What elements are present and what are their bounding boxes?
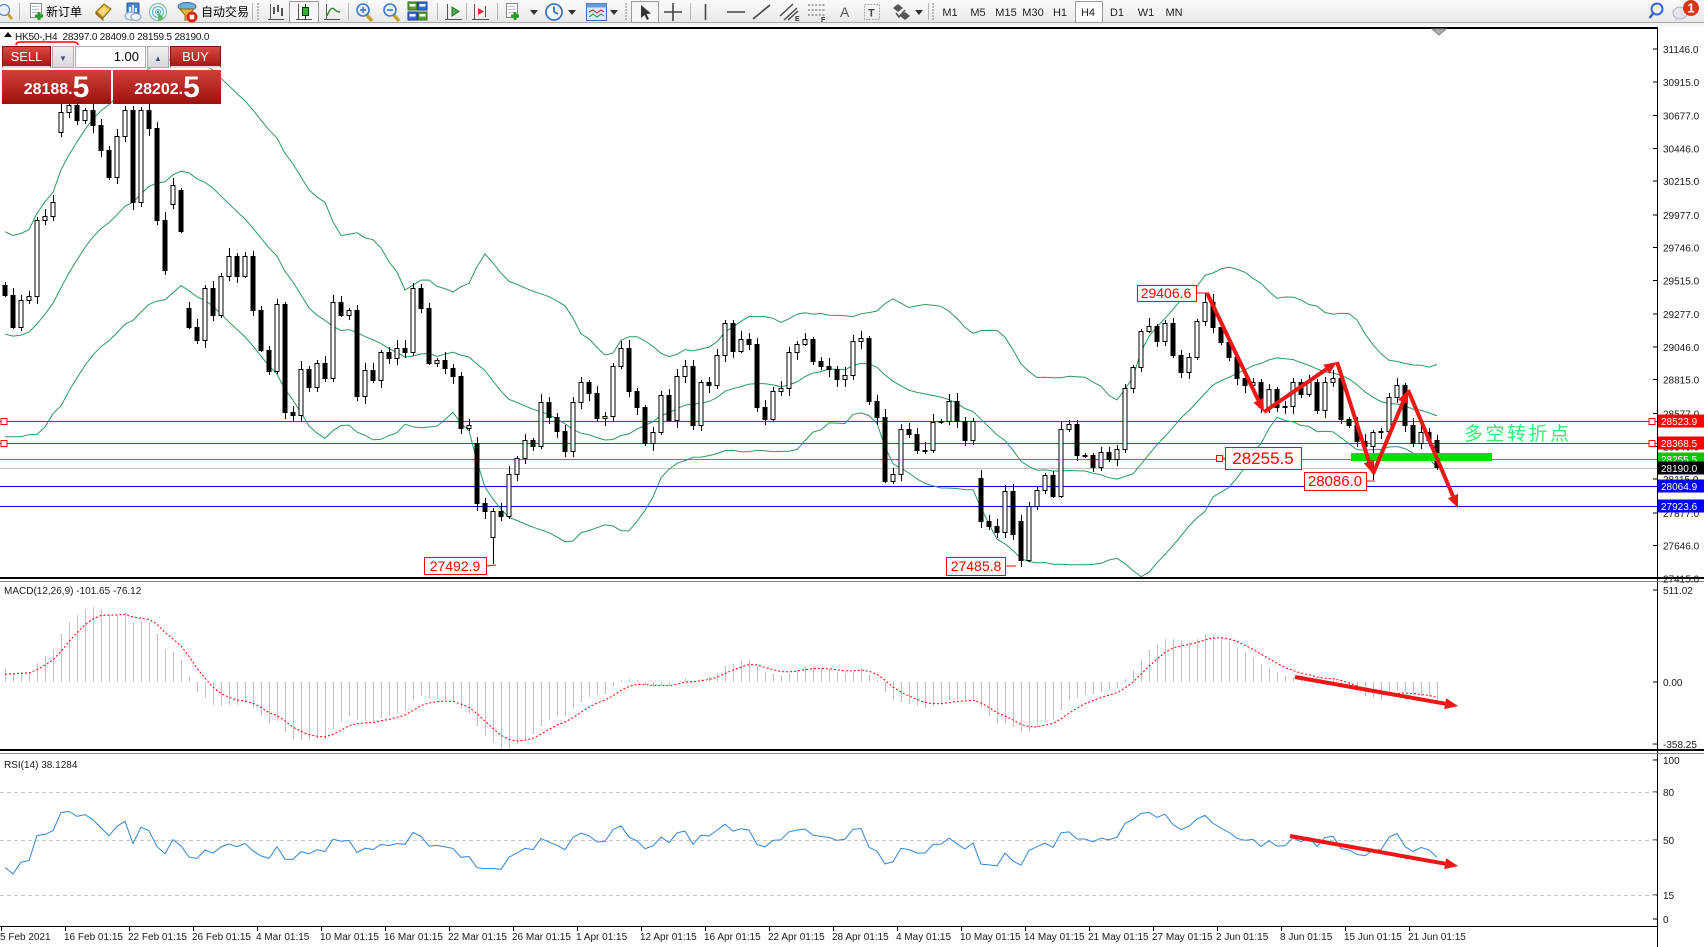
svg-text:50: 50: [1663, 836, 1675, 847]
svg-text:1: 1: [1687, 1, 1694, 16]
svg-text:T: T: [868, 8, 875, 20]
svg-text:16 Apr 01:15: 16 Apr 01:15: [704, 932, 761, 943]
svg-text:22 Mar 01:15: 22 Mar 01:15: [448, 932, 507, 943]
svg-text:29046.0: 29046.0: [1663, 343, 1700, 354]
svg-text:0: 0: [1663, 915, 1669, 926]
svg-text:10 Mar 01:15: 10 Mar 01:15: [320, 932, 379, 943]
svg-text:12 Apr 01:15: 12 Apr 01:15: [640, 932, 697, 943]
svg-text:28064.9: 28064.9: [1661, 482, 1698, 493]
svg-text:28815.0: 28815.0: [1663, 376, 1700, 387]
svg-text:H1: H1: [1053, 7, 1067, 19]
svg-text:28190.0: 28190.0: [1661, 464, 1698, 475]
svg-text:4 May 01:15: 4 May 01:15: [896, 932, 951, 943]
svg-text:27415.0: 27415.0: [1663, 574, 1700, 585]
svg-text:21 Jun 01:15: 21 Jun 01:15: [1408, 932, 1466, 943]
svg-text:21 May 01:15: 21 May 01:15: [1088, 932, 1149, 943]
svg-text:29977.0: 29977.0: [1663, 211, 1700, 222]
svg-text:RSI(14) 38.1284: RSI(14) 38.1284: [4, 760, 78, 771]
svg-text:28255.5: 28255.5: [1661, 455, 1698, 466]
svg-text:29406.6: 29406.6: [1141, 285, 1192, 301]
svg-text:30446.0: 30446.0: [1663, 144, 1700, 155]
svg-text:5 Feb 2021: 5 Feb 2021: [0, 932, 51, 943]
svg-text:26 Mar 01:15: 26 Mar 01:15: [512, 932, 571, 943]
svg-text:26 Feb 01:15: 26 Feb 01:15: [192, 932, 251, 943]
svg-text:新订单: 新订单: [46, 4, 82, 19]
svg-text:D1: D1: [1110, 7, 1124, 19]
svg-text:16 Mar 01:15: 16 Mar 01:15: [384, 932, 443, 943]
svg-text:M30: M30: [1022, 7, 1043, 19]
svg-text:22 Feb 01:15: 22 Feb 01:15: [128, 932, 187, 943]
svg-text:8 Jun 01:15: 8 Jun 01:15: [1280, 932, 1333, 943]
svg-text:27646.0: 27646.0: [1663, 542, 1700, 553]
svg-text:31146.0: 31146.0: [1663, 45, 1699, 56]
svg-text:MN: MN: [1165, 7, 1182, 19]
svg-text:2 Jun 01:15: 2 Jun 01:15: [1216, 932, 1269, 943]
svg-text:A: A: [840, 4, 850, 20]
svg-text:28523.9: 28523.9: [1661, 417, 1698, 428]
svg-text:F: F: [821, 17, 826, 24]
svg-text:27 May 01:15: 27 May 01:15: [1152, 932, 1213, 943]
svg-text:HK50-,H4 28397.0 28409.0 2815: HK50-,H4 28397.0 28409.0 28159.5 28190.0: [15, 32, 210, 43]
svg-text:W1: W1: [1138, 7, 1155, 19]
svg-text:15: 15: [1663, 891, 1675, 902]
svg-text:H4: H4: [1081, 7, 1095, 19]
svg-text:MACD(12,26,9) -101.65 -76.12: MACD(12,26,9) -101.65 -76.12: [4, 586, 142, 597]
svg-text:28 Apr 01:15: 28 Apr 01:15: [832, 932, 889, 943]
svg-text:-358.25: -358.25: [1663, 740, 1697, 751]
svg-text:29515.0: 29515.0: [1663, 276, 1700, 287]
svg-text:27492.9: 27492.9: [430, 558, 481, 574]
svg-text:29277.0: 29277.0: [1663, 310, 1700, 321]
svg-text:15 Jun 01:15: 15 Jun 01:15: [1344, 932, 1402, 943]
svg-text:16 Feb 01:15: 16 Feb 01:15: [64, 932, 123, 943]
svg-text:27485.8: 27485.8: [951, 558, 1002, 574]
svg-text:E: E: [795, 16, 800, 23]
svg-text:30677.0: 30677.0: [1663, 112, 1700, 123]
svg-text:M1: M1: [942, 7, 957, 19]
svg-text:0.00: 0.00: [1663, 678, 1683, 689]
svg-text:80: 80: [1663, 788, 1675, 799]
svg-text:100: 100: [1663, 756, 1680, 767]
svg-text:27923.6: 27923.6: [1661, 502, 1698, 513]
svg-text:29746.0: 29746.0: [1663, 244, 1700, 255]
svg-text:1 Apr 01:15: 1 Apr 01:15: [576, 932, 628, 943]
svg-text:22 Apr 01:15: 22 Apr 01:15: [768, 932, 825, 943]
svg-text:28086.0: 28086.0: [1308, 473, 1362, 490]
svg-text:M5: M5: [970, 7, 985, 19]
svg-text:14 May 01:15: 14 May 01:15: [1024, 932, 1085, 943]
svg-text:28368.5: 28368.5: [1661, 439, 1698, 450]
svg-text:4 Mar 01:15: 4 Mar 01:15: [256, 932, 310, 943]
svg-text:自动交易: 自动交易: [201, 4, 249, 19]
svg-text:多空转折点: 多空转折点: [1464, 423, 1572, 445]
svg-text:27877.0: 27877.0: [1663, 509, 1700, 520]
svg-text:30915.0: 30915.0: [1663, 78, 1700, 89]
svg-text:M15: M15: [995, 7, 1016, 19]
svg-text:28255.5: 28255.5: [1232, 449, 1293, 468]
svg-text:30215.0: 30215.0: [1663, 177, 1700, 188]
svg-text:10 May 01:15: 10 May 01:15: [960, 932, 1021, 943]
svg-text:511.02: 511.02: [1663, 586, 1693, 597]
